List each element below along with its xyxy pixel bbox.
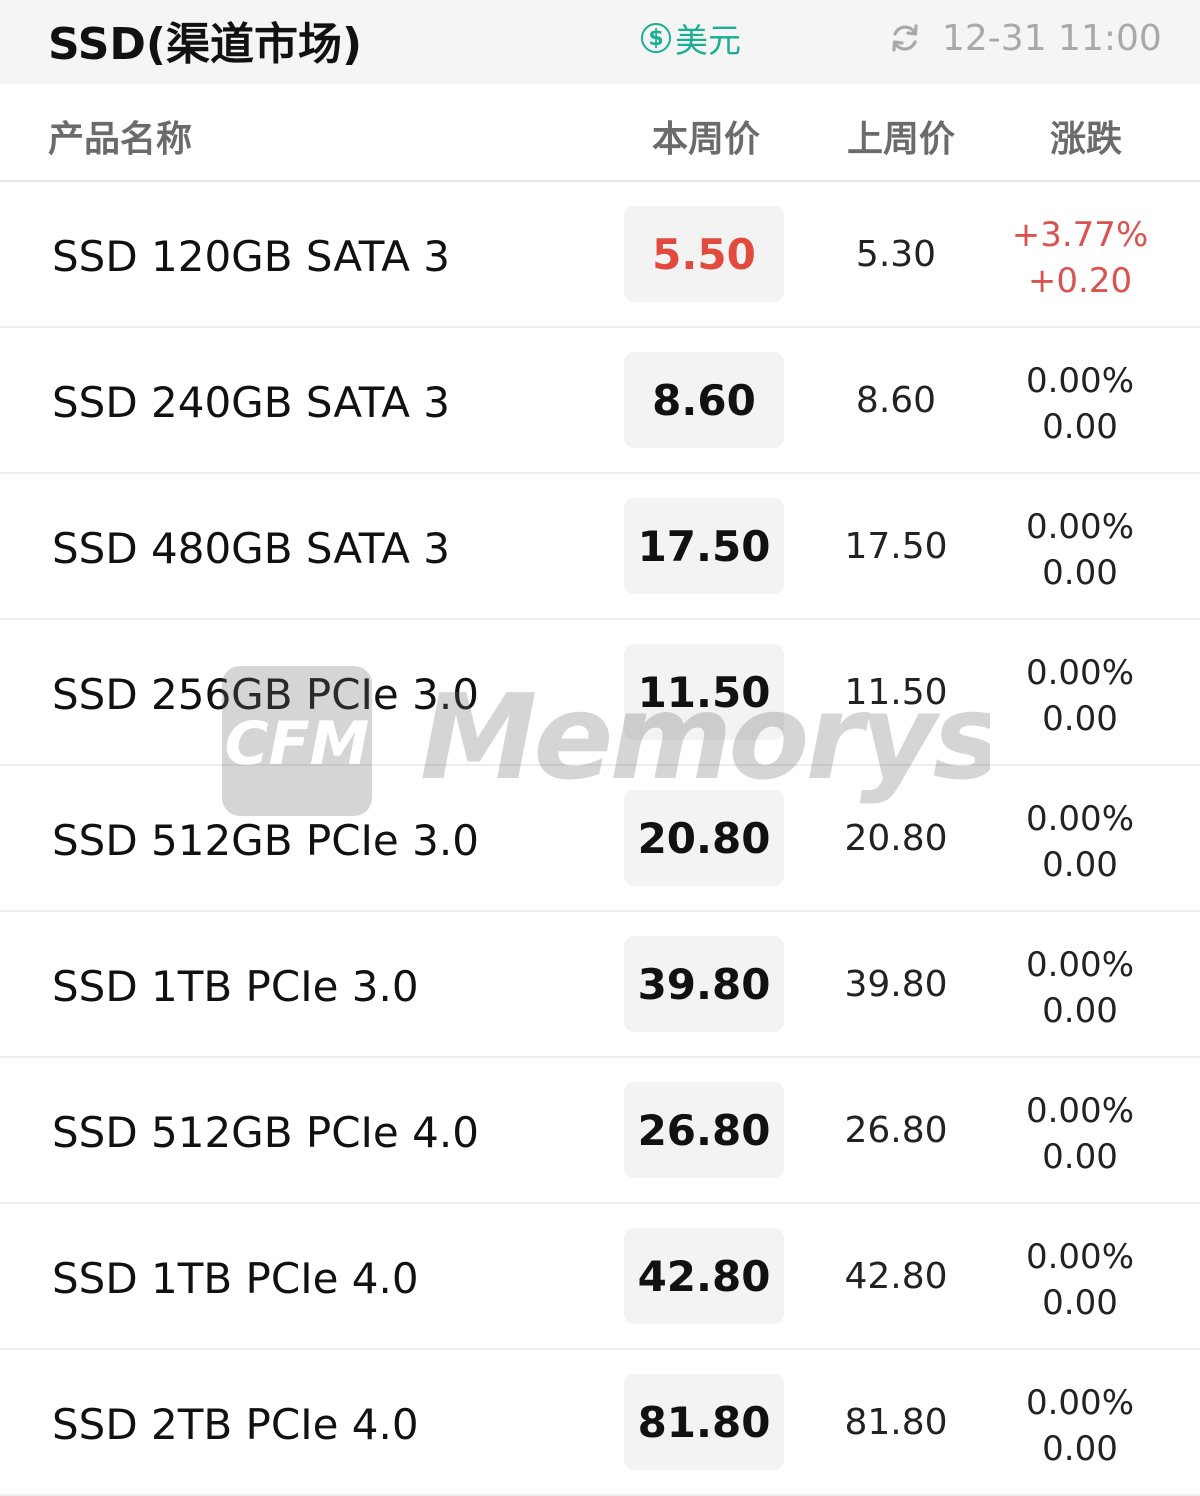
change-amount: 0.00 [1042,1429,1118,1469]
table-row[interactable]: SSD 512GB PCIe 3.0 20.80 20.80 0.00% 0.00 [0,766,1200,912]
page-header: SSD(渠道市场) $ 美元 12-31 11:00 [0,0,1200,84]
page-title: SSD(渠道市场) [48,19,363,70]
change-percent: 0.00% [1025,945,1134,985]
product-name: SSD 1TB PCIe 4.0 [52,1254,419,1303]
last-week-price: 8.60 [855,380,937,421]
column-header-this-week: 本周价 [652,119,761,160]
product-name: SSD 240GB SATA 3 [52,378,450,427]
this-week-price: 11.50 [624,644,784,740]
last-week-price: 5.30 [855,234,937,275]
this-week-price: 26.80 [624,1082,784,1178]
this-week-price: 39.80 [624,936,784,1032]
column-header-name: 产品名称 [48,119,193,160]
change-percent: +3.77% [1011,215,1149,255]
price-change: 0.00% 0.00 [1000,1380,1160,1472]
column-header-change: 涨跌 [1050,119,1123,160]
change-amount: 0.00 [1042,407,1118,447]
product-name: SSD 512GB PCIe 3.0 [52,816,479,865]
column-header-last-week: 上周价 [847,119,956,160]
change-percent: 0.00% [1025,1091,1134,1131]
this-week-price: 81.80 [624,1374,784,1470]
change-amount: 0.00 [1042,1137,1118,1177]
table-row[interactable]: SSD 240GB SATA 3 8.60 8.60 0.00% 0.00 [0,328,1200,474]
table-row[interactable]: SSD 256GB PCIe 3.0 11.50 11.50 0.00% 0.00 [0,620,1200,766]
this-week-price: 8.60 [624,352,784,448]
product-name: SSD 1TB PCIe 3.0 [52,962,419,1011]
last-week-price: 39.80 [844,964,948,1005]
change-percent: 0.00% [1025,507,1134,547]
change-amount: 0.00 [1042,699,1118,739]
table-row[interactable]: SSD 1TB PCIe 3.0 39.80 39.80 0.00% 0.00 [0,912,1200,1058]
last-week-price: 42.80 [844,1256,948,1297]
table-header: 产品名称 本周价 上周价 涨跌 [0,84,1200,182]
change-amount: 0.00 [1042,553,1118,593]
price-change: 0.00% 0.00 [1000,1234,1160,1326]
refresh-icon [892,24,918,52]
change-amount: +0.20 [1027,261,1133,301]
price-change: 0.00% 0.00 [1000,796,1160,888]
product-name: SSD 512GB PCIe 4.0 [52,1108,479,1157]
currency-toggle[interactable]: $ 美元 [641,16,741,60]
change-percent: 0.00% [1025,1383,1134,1423]
dollar-coin-icon: $ [641,23,671,53]
update-time-text: 12-31 11:00 [942,17,1162,59]
product-name: SSD 480GB SATA 3 [52,524,450,573]
last-week-price: 17.50 [844,526,948,567]
change-amount: 0.00 [1042,845,1118,885]
price-change: 0.00% 0.00 [1000,358,1160,450]
price-change: 0.00% 0.00 [1000,650,1160,742]
price-change: 0.00% 0.00 [1000,504,1160,596]
currency-label: 美元 [675,21,741,60]
table-row[interactable]: SSD 480GB SATA 3 17.50 17.50 0.00% 0.00 [0,474,1200,620]
this-week-price: 42.80 [624,1228,784,1324]
change-amount: 0.00 [1042,991,1118,1031]
change-percent: 0.00% [1025,653,1134,693]
change-percent: 0.00% [1025,799,1134,839]
change-percent: 0.00% [1025,1237,1134,1277]
product-name: SSD 2TB PCIe 4.0 [52,1400,419,1449]
product-name: SSD 120GB SATA 3 [52,232,450,281]
product-name: SSD 256GB PCIe 3.0 [52,670,479,719]
last-week-price: 20.80 [844,818,948,859]
table-row[interactable]: SSD 1TB PCIe 4.0 42.80 42.80 0.00% 0.00 [0,1204,1200,1350]
change-percent: 0.00% [1025,361,1134,401]
update-time[interactable]: 12-31 11:00 [888,16,1162,60]
price-change: 0.00% 0.00 [1000,942,1160,1034]
this-week-price: 17.50 [624,498,784,594]
this-week-price: 20.80 [624,790,784,886]
price-change: 0.00% 0.00 [1000,1088,1160,1180]
table-row[interactable]: SSD 120GB SATA 3 5.50 5.30 +3.77% +0.20 [0,182,1200,328]
table-row[interactable]: SSD 2TB PCIe 4.0 81.80 81.80 0.00% 0.00 [0,1350,1200,1496]
table-row[interactable]: SSD 512GB PCIe 4.0 26.80 26.80 0.00% 0.00 [0,1058,1200,1204]
price-change: +3.77% +0.20 [1000,212,1160,304]
last-week-price: 81.80 [844,1402,948,1443]
change-amount: 0.00 [1042,1283,1118,1323]
last-week-price: 11.50 [844,672,948,713]
this-week-price: 5.50 [624,206,784,302]
last-week-price: 26.80 [844,1110,948,1151]
